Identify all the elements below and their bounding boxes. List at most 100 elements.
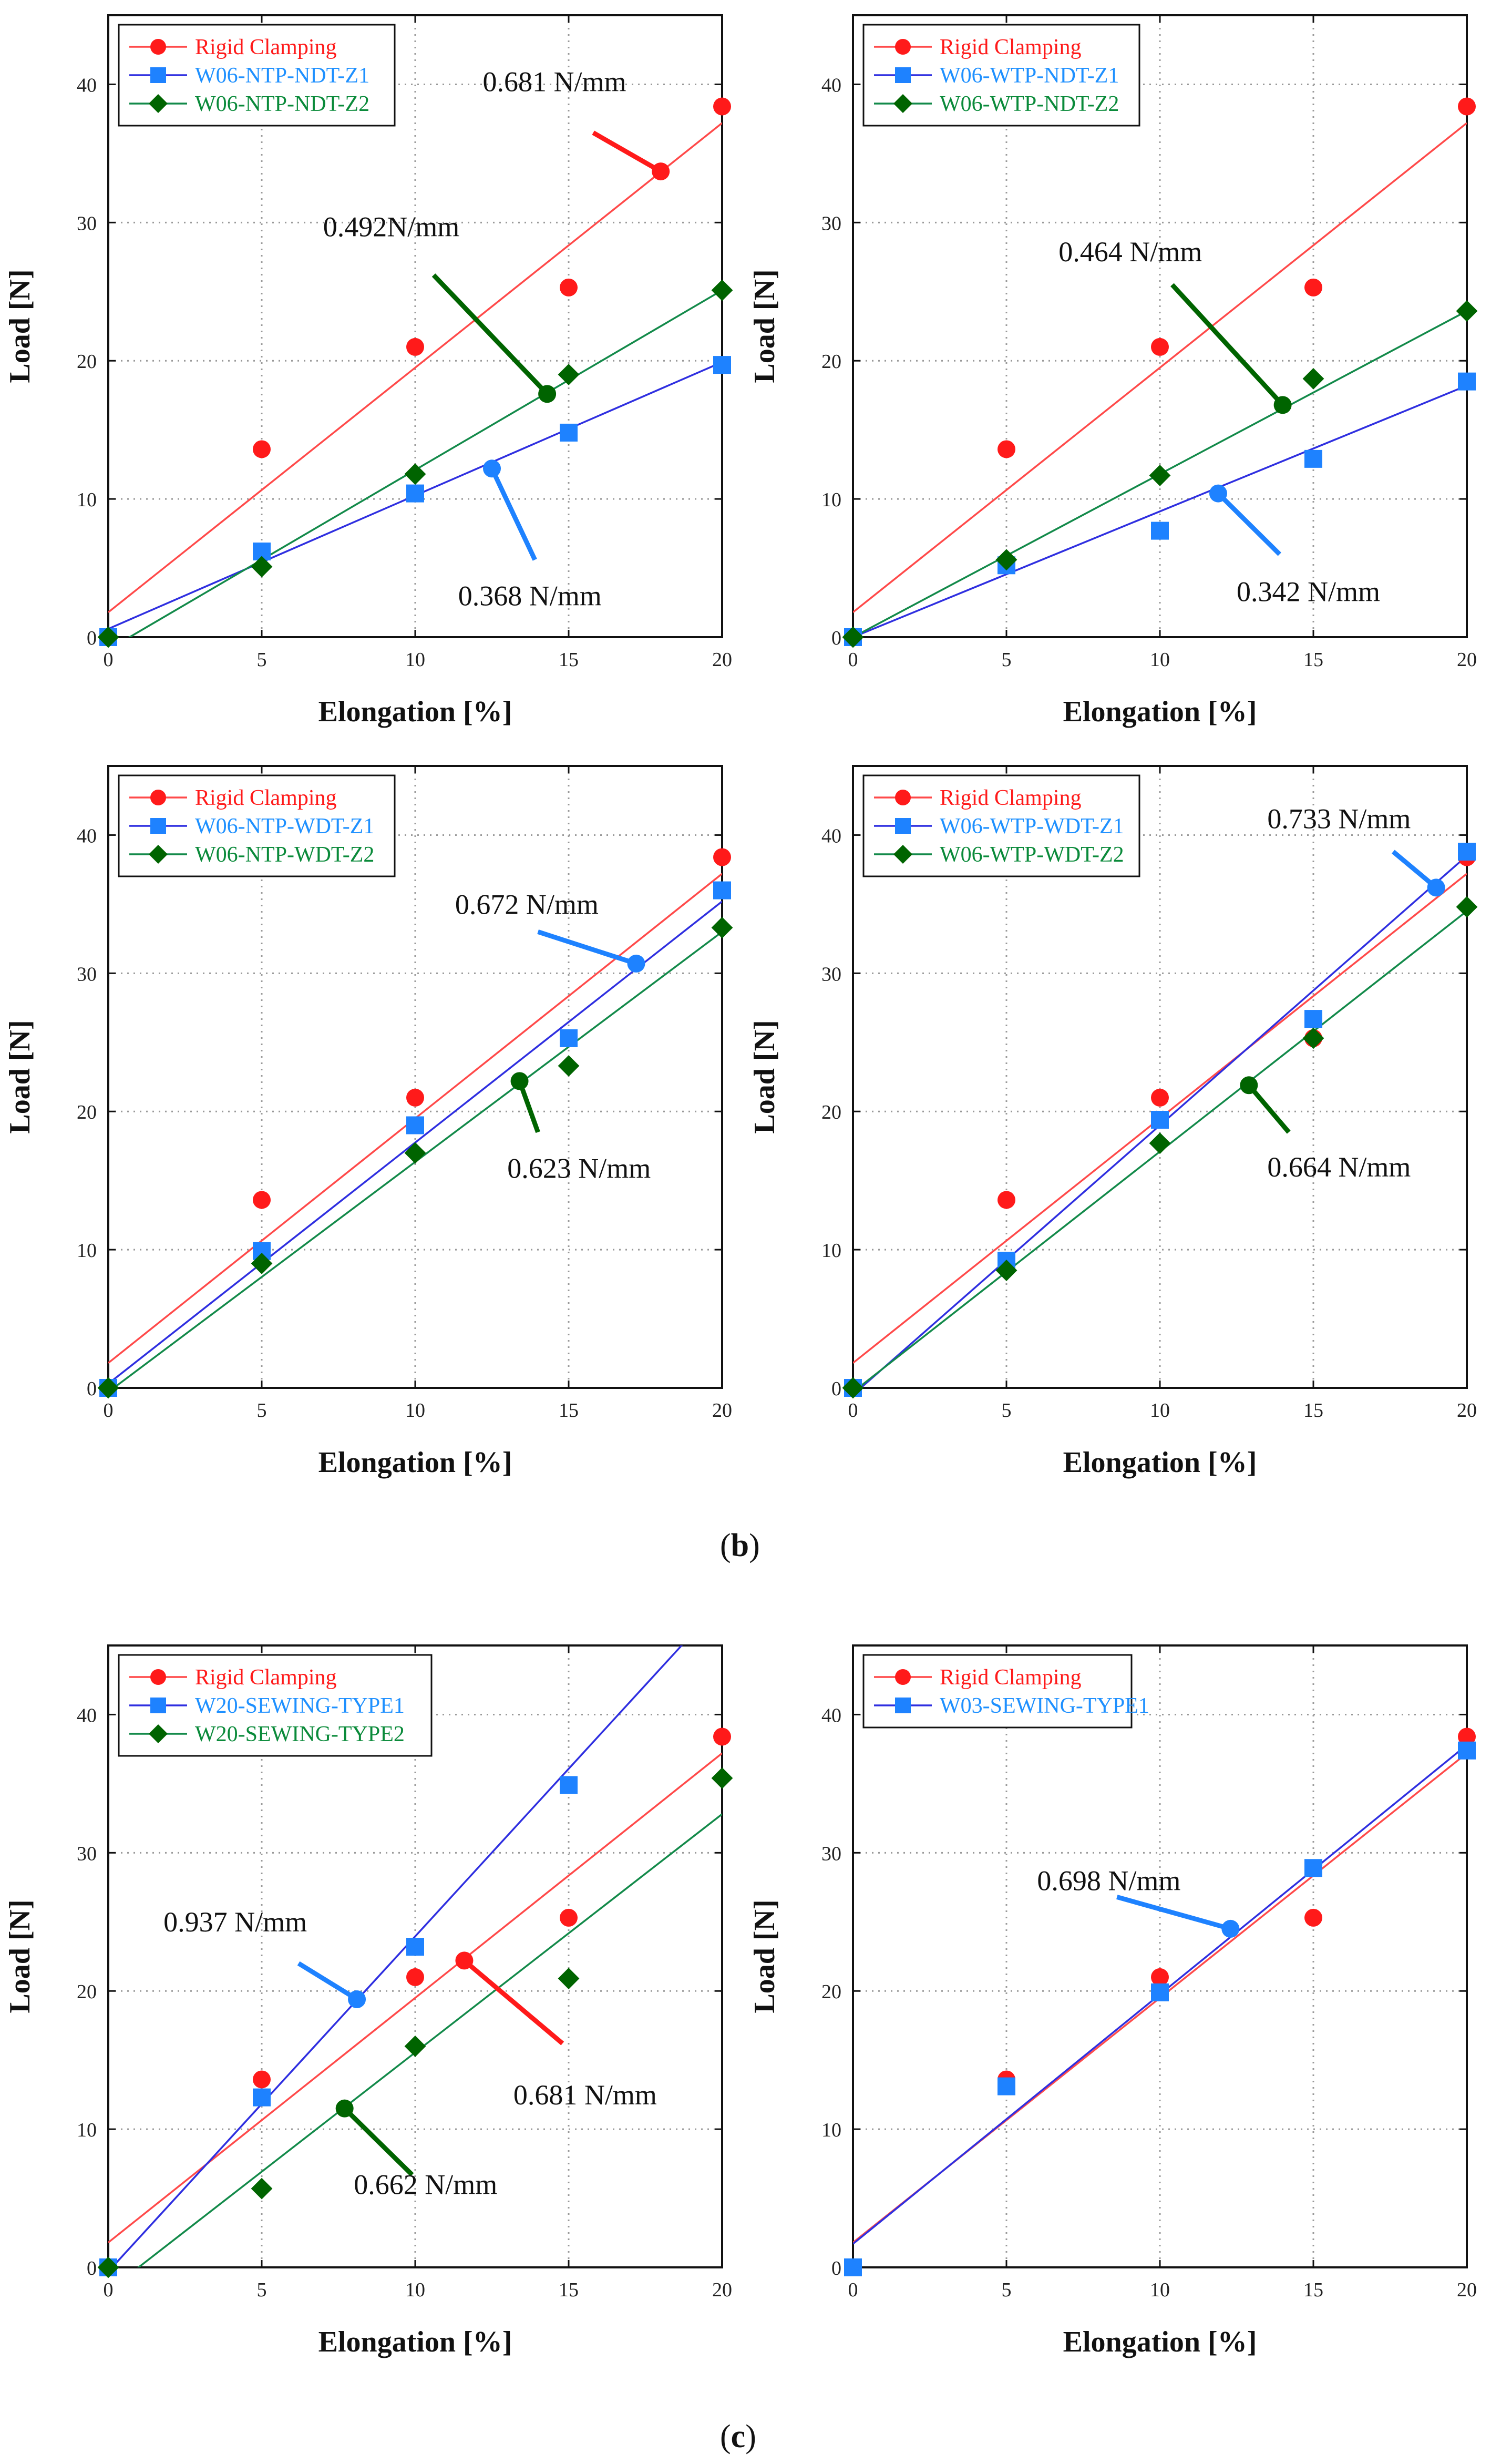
annotation-dot	[335, 2099, 354, 2118]
x-tick-label: 15	[1303, 1399, 1323, 1422]
annotation-arrow	[517, 1080, 540, 1133]
y-tick-label: 10	[77, 2119, 97, 2141]
y-axis-title: Load [N]	[748, 1020, 781, 1133]
legend-marker	[149, 845, 168, 864]
data-point-z2	[1302, 1027, 1324, 1049]
data-point-z1	[560, 1776, 578, 1794]
x-tick-label: 10	[1150, 1399, 1170, 1422]
legend-marker	[893, 94, 912, 113]
x-tick-label: 15	[1303, 649, 1323, 671]
y-axis-title: Load [N]	[748, 1899, 781, 2013]
data-point-z1	[1151, 1110, 1169, 1129]
annotation-dot	[1427, 878, 1445, 897]
data-point-z1	[1304, 449, 1322, 468]
data-point-rigid	[253, 2070, 271, 2089]
legend-marker	[150, 67, 166, 83]
data-point-z2	[1456, 896, 1478, 918]
legend-label: W20-SEWING-TYPE1	[195, 1694, 405, 1718]
slope-annotation: 0.681 N/mm	[482, 66, 626, 98]
data-point-z2	[711, 279, 733, 301]
annotation-dot	[1221, 1919, 1240, 1938]
x-tick-label: 10	[405, 1399, 425, 1422]
data-point-rigid	[1151, 1088, 1169, 1107]
x-tick-label: 10	[405, 649, 425, 671]
x-tick-label: 15	[1303, 2279, 1323, 2301]
data-point-rigid	[713, 97, 731, 116]
data-point-rigid	[1304, 278, 1322, 297]
data-point-z1	[560, 423, 578, 442]
legend-label: W06-WTP-NDT-Z1	[940, 64, 1119, 88]
y-tick-label: 30	[821, 963, 841, 985]
legend-marker	[149, 1724, 168, 1743]
data-point-z1	[253, 2088, 271, 2107]
legend-label: W20-SEWING-TYPE2	[195, 1722, 405, 1746]
legend-box	[862, 1654, 1133, 1729]
x-tick-label: 15	[559, 649, 579, 671]
data-point-z1	[713, 881, 731, 899]
slope-annotation: 0.681 N/mm	[513, 2079, 657, 2111]
x-tick-label: 20	[712, 1399, 732, 1422]
y-tick-label: 40	[77, 825, 97, 847]
y-tick-label: 0	[87, 627, 97, 649]
y-tick-label: 20	[77, 351, 97, 373]
x-axis-title: Elongation [%]	[318, 2326, 512, 2358]
annotation-dot	[455, 1951, 474, 1970]
slope-annotation: 0.623 N/mm	[507, 1152, 651, 1184]
legend: Rigid Clamping W20-SEWING-TYPE1 W20-SEWING…	[118, 1654, 433, 1757]
y-tick-label: 30	[821, 212, 841, 234]
data-point-z1	[560, 1029, 578, 1047]
data-point-z2	[558, 1968, 580, 1989]
legend-marker	[150, 790, 166, 805]
data-point-z2	[1149, 465, 1171, 486]
annotation-dot	[627, 954, 645, 973]
slope-annotation: 0.342 N/mm	[1237, 576, 1380, 608]
data-point-rigid	[560, 278, 578, 297]
chart-panel-1: 0 5 10 15 20 0 10 20 30 40 Elongation [%] Load [N] R…	[4, 14, 733, 728]
y-tick-label: 40	[821, 825, 841, 847]
slope-annotation: 0.672 N/mm	[455, 888, 599, 920]
data-point-z1	[1151, 522, 1169, 540]
legend-label: W06-NTP-WDT-Z2	[195, 843, 374, 867]
legend-marker	[150, 39, 166, 55]
legend-marker	[895, 67, 911, 83]
x-tick-label: 20	[1457, 1399, 1477, 1422]
plot-frame	[107, 765, 723, 1389]
legend-label: Rigid Clamping	[195, 35, 337, 59]
data-point-rigid	[253, 1191, 271, 1209]
data-point-z1	[1458, 372, 1476, 391]
annotation-arrow	[1216, 492, 1281, 556]
legend-marker	[150, 1669, 166, 1685]
annotation-arrow	[297, 1961, 358, 2001]
data-point-z2	[711, 917, 733, 938]
chart-panel-2: 0 5 10 15 20 0 10 20 30 40 Elongation [%] Load [N] R…	[748, 14, 1478, 728]
data-point-rigid	[560, 1908, 578, 1927]
legend-marker	[895, 1698, 911, 1713]
y-tick-label: 30	[821, 1843, 841, 1865]
annotation-arrow	[462, 1958, 564, 2046]
y-tick-label: 20	[77, 1101, 97, 1123]
legend-marker	[893, 845, 912, 864]
chart-panel-3: 0 5 10 15 20 0 10 20 30 40 Elongation [%] Load [N] R…	[4, 765, 733, 1479]
data-point-z2	[558, 364, 580, 385]
y-tick-label: 30	[77, 212, 97, 234]
x-tick-label: 0	[848, 649, 858, 671]
plot-frame	[107, 1644, 723, 2268]
chart-panel-4: 0 5 10 15 20 0 10 20 30 40 Elongation [%] Load [N] R…	[748, 765, 1478, 1479]
legend: Rigid Clamping W06-NTP-WDT-Z1 W06-NTP-WDT-…	[118, 774, 396, 877]
data-point-rigid	[1458, 1727, 1476, 1746]
annotation-dot	[510, 1072, 529, 1090]
legend-marker	[149, 94, 168, 113]
y-tick-label: 20	[821, 351, 841, 373]
slope-annotation: 0.464 N/mm	[1058, 236, 1202, 268]
y-tick-label: 10	[821, 2119, 841, 2141]
x-tick-label: 5	[257, 649, 267, 671]
x-tick-label: 0	[104, 649, 114, 671]
data-point-z1	[1151, 1983, 1169, 2001]
y-tick-label: 10	[77, 489, 97, 511]
annotation-arrow	[431, 273, 549, 396]
data-point-rigid	[1304, 1908, 1322, 1927]
annotation-dot	[652, 162, 670, 181]
y-axis-title: Load [N]	[4, 1899, 36, 2013]
data-point-rigid	[713, 1727, 731, 1746]
